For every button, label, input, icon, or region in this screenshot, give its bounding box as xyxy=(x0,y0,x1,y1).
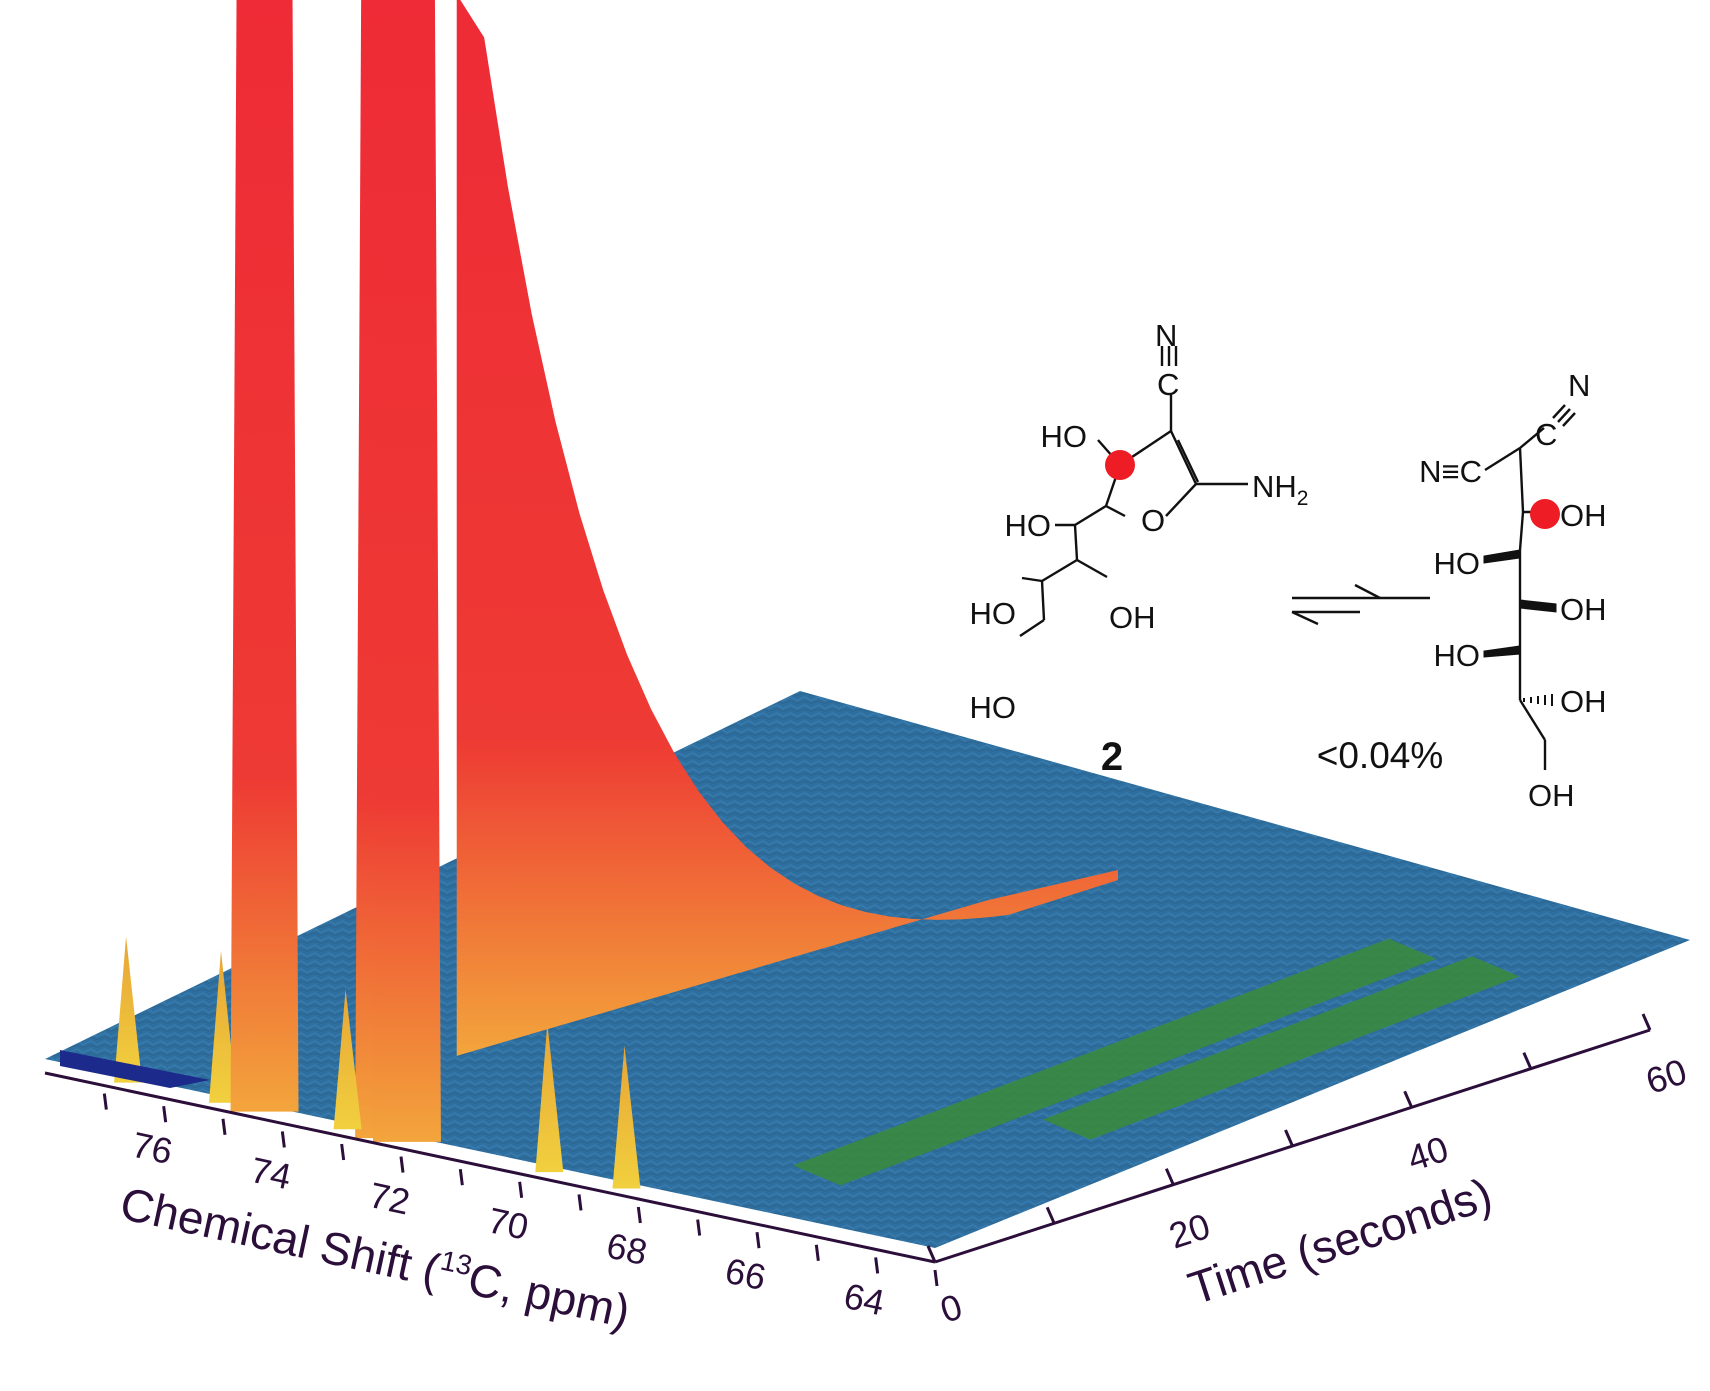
left-o-ring-label: O xyxy=(1141,503,1165,538)
t-tick-20 xyxy=(1164,1168,1175,1186)
main-decay-surface xyxy=(456,0,1118,1056)
x-tick-71 xyxy=(458,1169,464,1186)
right-oh-4-label: OH xyxy=(1528,778,1575,813)
right-oh-3-label: OH xyxy=(1560,684,1607,719)
x-tick-64 xyxy=(874,1257,880,1274)
x-tick-70 xyxy=(518,1181,524,1198)
peak-5 xyxy=(333,989,362,1130)
peak-7 xyxy=(612,1045,641,1189)
t-tick-30 xyxy=(1284,1129,1294,1147)
t-tick-60 xyxy=(1641,1013,1652,1031)
open-chain-structure xyxy=(1483,404,1576,770)
x-tick-label-68: 68 xyxy=(603,1225,651,1273)
t-tick-label-20: 20 xyxy=(1164,1205,1215,1256)
left-ho-ring-label: HO xyxy=(1041,419,1088,454)
x-tick-label-64: 64 xyxy=(840,1275,888,1323)
x-tick-label-70: 70 xyxy=(484,1199,532,1247)
floor-ridge-1 xyxy=(1042,956,1520,1140)
baseline-surface xyxy=(45,691,1690,1248)
right-oh-2-label: OH xyxy=(1560,592,1607,627)
time-ticks xyxy=(926,1013,1652,1263)
t-tick-label-60: 60 xyxy=(1641,1050,1692,1101)
t-tick-label-0: 0 xyxy=(935,1286,967,1331)
x-tick-68 xyxy=(636,1206,642,1224)
x-tick-75 xyxy=(221,1118,227,1135)
t-tick-0 xyxy=(926,1245,937,1263)
chemical-shift-axis-line xyxy=(44,1071,936,1264)
chemical-shift-ticks xyxy=(102,1093,939,1287)
x-tick-label-74: 74 xyxy=(247,1149,295,1197)
x-tick-66 xyxy=(755,1232,761,1249)
right-n-top-label: N xyxy=(1568,368,1590,403)
labeled-carbon-marker-left xyxy=(1105,450,1135,480)
x-tick-label-72: 72 xyxy=(366,1174,414,1222)
x-tick-63 xyxy=(933,1269,939,1287)
right-ho-1-label: HO xyxy=(1434,546,1481,581)
left-n-top-label: N xyxy=(1155,318,1177,353)
x-tick-77 xyxy=(102,1093,108,1110)
x-tick-67 xyxy=(696,1219,702,1236)
x-tick-69 xyxy=(577,1194,583,1211)
right-nc-left-label: N≡C xyxy=(1419,454,1482,489)
peak-4 xyxy=(372,0,441,1142)
x-tick-label-66: 66 xyxy=(722,1250,770,1298)
x-tick-73 xyxy=(340,1143,346,1161)
t-tick-10 xyxy=(1045,1206,1056,1224)
t-tick-40 xyxy=(1403,1090,1414,1108)
x-tick-76 xyxy=(162,1106,168,1123)
right-ho-2-label: HO xyxy=(1434,638,1481,673)
x-tick-72 xyxy=(399,1156,405,1173)
scheme-labels: N C HO NH2 O HO HO OH HO 2 <0.04% N C N≡… xyxy=(970,318,1607,813)
peak-1 xyxy=(209,950,237,1103)
compound-2-structure xyxy=(1019,346,1248,637)
peak-2 xyxy=(230,0,299,1112)
left-oh-2-label: OH xyxy=(1109,600,1156,635)
equilibrium-arrows xyxy=(1291,583,1430,626)
x-tick-65 xyxy=(814,1244,820,1261)
right-oh-1-label: OH xyxy=(1560,498,1607,533)
peak-6 xyxy=(535,1023,564,1173)
deep-baseline-streak xyxy=(60,1050,210,1088)
t-tick-label-40: 40 xyxy=(1402,1128,1453,1179)
t-tick-50 xyxy=(1522,1052,1533,1070)
compound-number-label: 2 xyxy=(1101,735,1123,779)
spectrum-surface xyxy=(45,0,1690,1248)
c13-superscript: 13 xyxy=(438,1245,475,1282)
floor-ridge-0 xyxy=(793,938,1437,1186)
left-ho-2-label: HO xyxy=(970,596,1017,631)
x-tick-74 xyxy=(280,1131,286,1148)
x-tick-label-76: 76 xyxy=(128,1124,176,1172)
time-axis-label: Time (seconds) xyxy=(1182,1168,1498,1315)
left-c-top-label: C xyxy=(1157,367,1179,402)
left-ho-3-label: HO xyxy=(970,690,1017,725)
chemical-scheme xyxy=(1019,346,1576,770)
chemical-shift-tick-labels: 76 74 72 70 68 66 64 xyxy=(128,1124,888,1324)
labeled-carbon-marker-right xyxy=(1530,499,1560,529)
equilibrium-percentage-label: <0.04% xyxy=(1317,735,1444,776)
peak-0 xyxy=(114,936,143,1083)
left-ho-1-label: HO xyxy=(1005,508,1052,543)
left-nh2-label: NH2 xyxy=(1252,469,1308,510)
right-c-top-label: C xyxy=(1535,417,1557,452)
